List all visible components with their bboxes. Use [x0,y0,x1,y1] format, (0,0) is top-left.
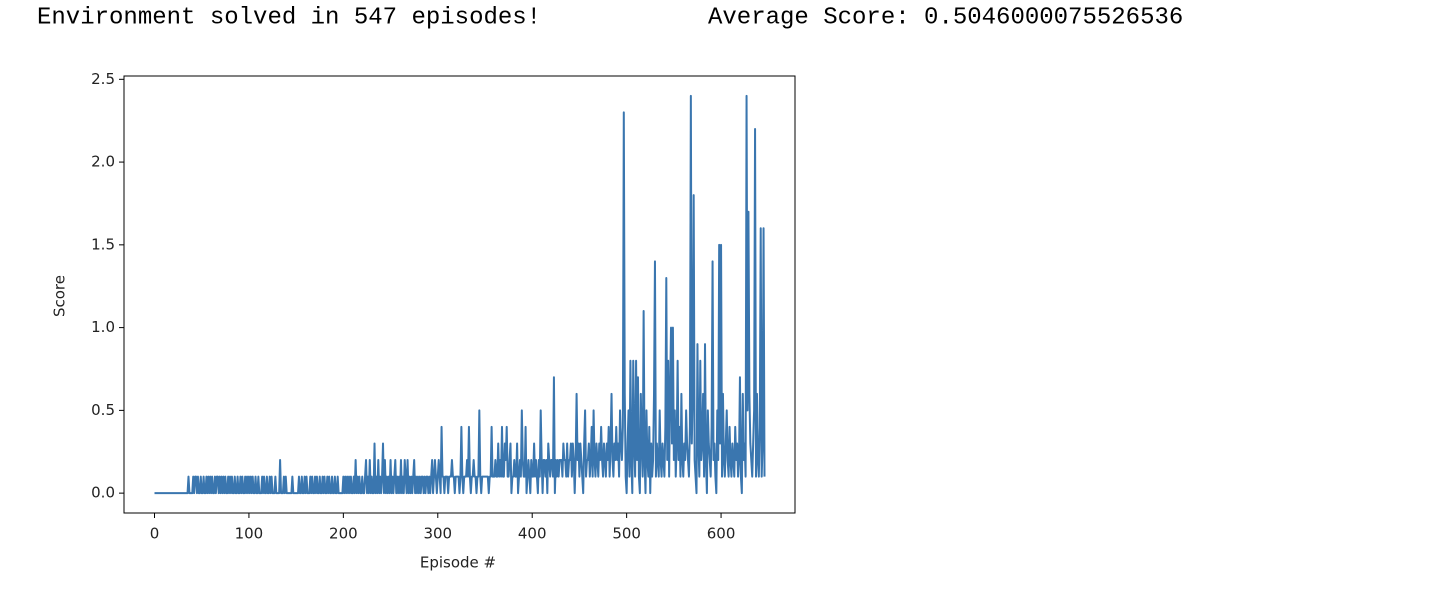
x-tick-label: 0 [150,525,160,543]
solved-message: Environment solved in 547 episodes! [37,4,541,31]
y-tick-label: 0.5 [91,401,115,419]
x-tick-label: 300 [423,525,452,543]
x-tick-label: 600 [707,525,736,543]
plot-frame [123,75,796,514]
y-axis-label: Score [51,275,69,317]
y-tick-label: 1.0 [91,318,115,336]
y-tick-label: 1.5 [91,235,115,253]
y-tick-label: 2.5 [91,70,115,88]
x-tick-label: 200 [329,525,358,543]
score-line [154,94,766,495]
x-tick-label: 100 [235,525,264,543]
x-axis-label: Episode # [420,554,496,572]
x-tick-label: 500 [612,525,641,543]
x-tick-label: 400 [518,525,547,543]
y-tick-label: 0.0 [91,484,115,502]
y-tick-label: 2.0 [91,153,115,171]
average-score: Average Score: 0.5046000075526536 [708,4,1183,31]
